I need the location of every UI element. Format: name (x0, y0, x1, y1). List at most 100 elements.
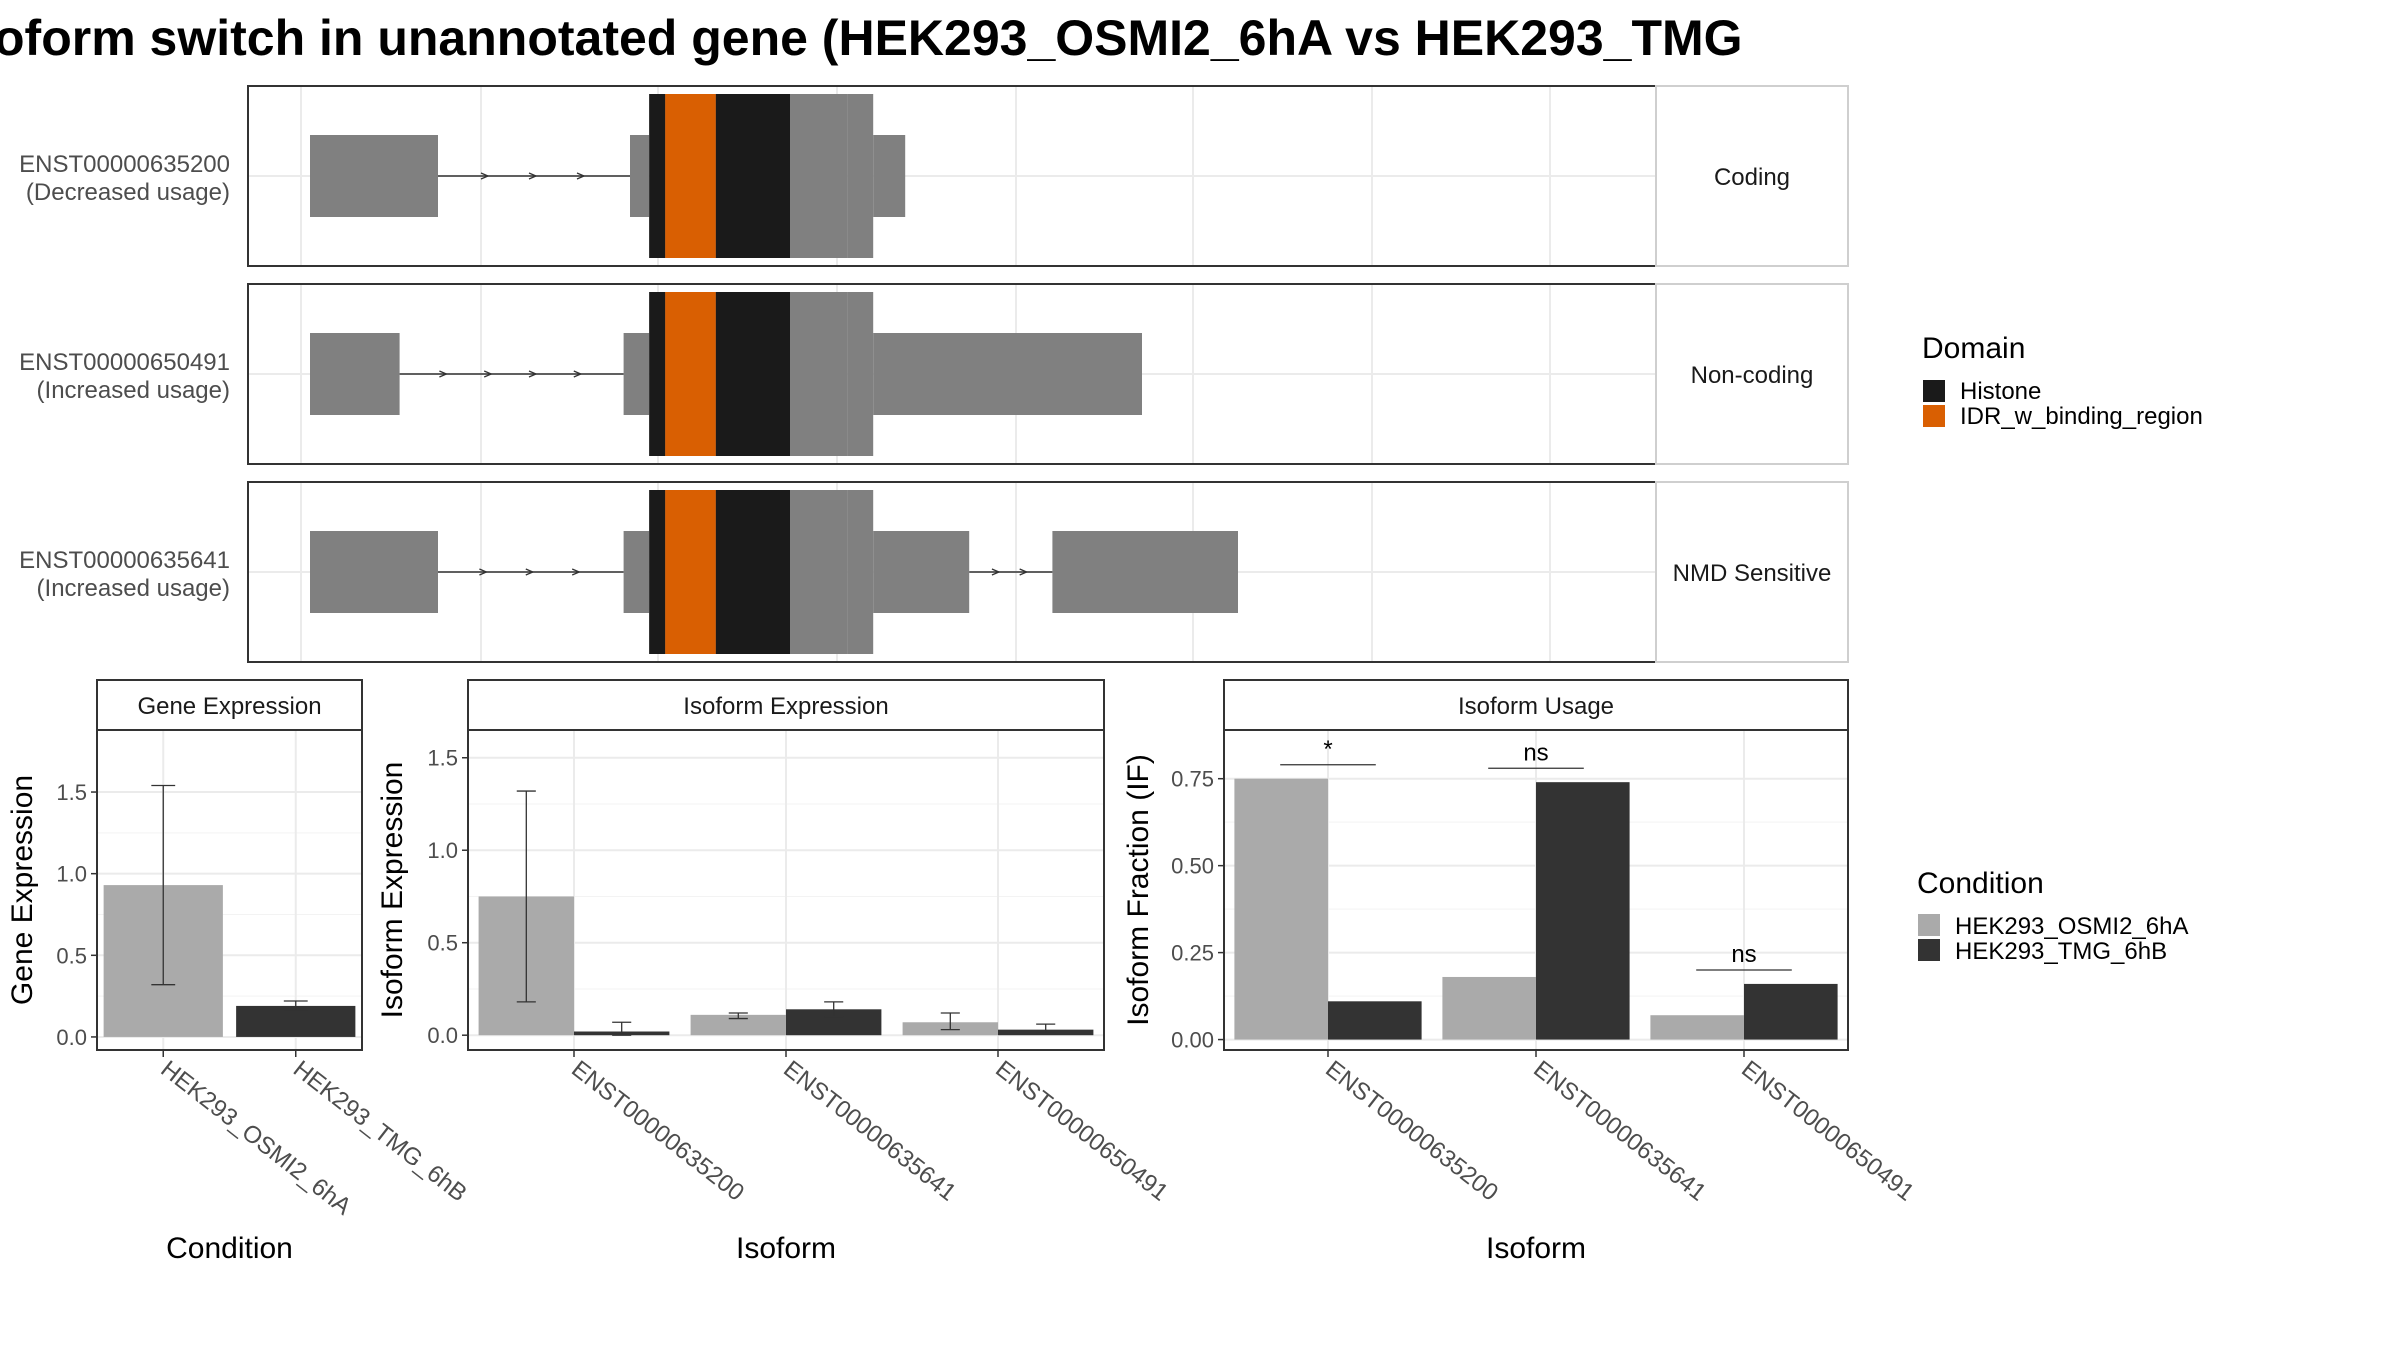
intron-arrow (483, 370, 493, 378)
domain-Histone (715, 292, 790, 456)
domain-Histone (649, 490, 666, 654)
track-usage-label: (Decreased usage) (26, 179, 230, 206)
chart-2: Isoform Usage 0.00 0.25 0.50 0.75 * ns ns ENST00… (1122, 679, 1919, 1265)
track-usage-label: (Increased usage) (37, 377, 230, 404)
track-strip (1655, 283, 1849, 465)
chart-title: Isoform Usage (1458, 693, 1614, 720)
y-tick-label: 0.5 (427, 931, 458, 956)
y-axis-title: Gene Expression (6, 775, 39, 1005)
y-tick-label: 0.0 (56, 1025, 87, 1050)
y-tick-label: 0.75 (1171, 767, 1214, 792)
intron-arrow (525, 568, 535, 576)
intron-arrow (528, 172, 538, 180)
domain-IDR_w_binding_region (665, 94, 716, 258)
track-strip (1655, 85, 1849, 267)
y-axis-title: Isoform Fraction (IF) (1122, 754, 1155, 1026)
x-axis-title: Isoform (1486, 1232, 1586, 1265)
y-axis-title: Isoform Expression (376, 762, 409, 1019)
domain-legend-key (1923, 380, 1945, 402)
bar-ENST00000635641 (1442, 976, 1536, 1040)
exon-block (873, 333, 1142, 415)
condition-legend-label: HEK293_TMG_6hB (1955, 938, 2167, 965)
x-tick-label: ENST00000635641 (778, 1055, 961, 1206)
intron-arrow (439, 370, 449, 378)
exon-block (1052, 531, 1238, 613)
track-type-label: Coding (1714, 164, 1790, 191)
y-tick-label: 0.00 (1171, 1028, 1214, 1053)
exon-block (310, 135, 438, 217)
figure-title: oform switch in unannotated gene (HEK293… (0, 10, 1743, 66)
intron-arrow (571, 568, 581, 576)
domain-legend-key (1923, 405, 1945, 427)
bar-ENST00000635641 (690, 1014, 786, 1036)
significance-label: * (1323, 736, 1332, 763)
exon-block (623, 531, 650, 613)
track-id-label: ENST00000635641 (19, 547, 230, 574)
bar-ENST00000650491 (1650, 1015, 1744, 1040)
x-tick-label: ENST00000635200 (566, 1055, 749, 1206)
significance-label: ns (1731, 941, 1756, 968)
bar-ENST00000650491 (1744, 983, 1838, 1040)
chart-title: Gene Expression (137, 693, 321, 720)
x-tick-label: ENST00000650491 (990, 1055, 1173, 1206)
x-axis-title: Isoform (736, 1232, 836, 1265)
bar-ENST00000635641 (1536, 782, 1630, 1040)
x-tick-label: ENST00000635200 (1320, 1055, 1503, 1206)
x-tick-label: ENST00000635641 (1528, 1055, 1711, 1206)
bar-charts-area: Gene Expression0.00.51.01.5HEK293_OSMI2_… (6, 679, 1919, 1265)
transcript-track-ENST00000635200: Coding ENST00000635200(Decreased usage) (19, 85, 1849, 267)
domain-legend-label: Histone (1960, 378, 2041, 405)
domain-IDR_w_binding_region (665, 490, 716, 654)
intron-arrow (479, 568, 489, 576)
intron-arrow (528, 370, 538, 378)
domain-legend-label: IDR_w_binding_region (1960, 403, 2203, 430)
track-usage-label: (Increased usage) (37, 575, 230, 602)
domain-Histone (715, 490, 790, 654)
y-tick-label: 0.25 (1171, 941, 1214, 966)
exon-block (623, 333, 650, 415)
exon-block (873, 135, 906, 217)
y-tick-label: 1.0 (56, 862, 87, 887)
chart-strip (96, 679, 363, 731)
y-tick-label: 0.0 (427, 1023, 458, 1048)
track-type-label: Non-coding (1691, 362, 1814, 389)
domain-IDR_w_binding_region (665, 292, 716, 456)
exon-block (847, 292, 874, 456)
chart-1: Isoform Expression 0.0 0.5 1.0 1.5 ENST000006… (376, 679, 1173, 1265)
domain-Histone (649, 292, 666, 456)
significance-label: ns (1523, 739, 1548, 766)
exon-block (310, 531, 438, 613)
track-strip (1655, 481, 1849, 663)
intron-arrow (480, 172, 490, 180)
exon-block (873, 531, 970, 613)
domain-Histone (715, 94, 790, 258)
y-tick-label: 1.0 (427, 838, 458, 863)
transcript-structure-panel: Coding ENST00000635200(Decreased usage) No… (19, 85, 1849, 663)
y-tick-label: 0.50 (1171, 854, 1214, 879)
intron-arrow (1019, 568, 1029, 576)
exon-block (310, 333, 400, 415)
intron-arrow (991, 568, 1001, 576)
condition-legend-title: Condition (1917, 867, 2044, 900)
y-tick-label: 1.5 (56, 780, 87, 805)
intron-arrow (573, 370, 583, 378)
chart-strip (467, 679, 1105, 731)
x-tick-label: ENST00000650491 (1736, 1055, 1919, 1206)
transcript-track-ENST00000650491: Non-coding ENST00000650491(Increased usag… (19, 283, 1849, 465)
x-axis-title: Condition (166, 1232, 293, 1265)
exon-block (630, 135, 650, 217)
domain-Histone (649, 94, 666, 258)
bar-ENST00000635200 (1328, 1001, 1422, 1040)
transcript-track-ENST00000635641: NMD Sensitive ENST00000635641(Increased u… (19, 481, 1849, 663)
condition-legend-label: HEK293_OSMI2_6hA (1955, 913, 2188, 940)
exon-block (847, 94, 874, 258)
track-id-label: ENST00000650491 (19, 349, 230, 376)
exon-block (847, 490, 874, 654)
chart-title: Isoform Expression (683, 693, 888, 720)
y-tick-label: 0.5 (56, 943, 87, 968)
track-id-label: ENST00000635200 (19, 151, 230, 178)
condition-legend-key (1918, 939, 1940, 961)
y-tick-label: 1.5 (427, 746, 458, 771)
